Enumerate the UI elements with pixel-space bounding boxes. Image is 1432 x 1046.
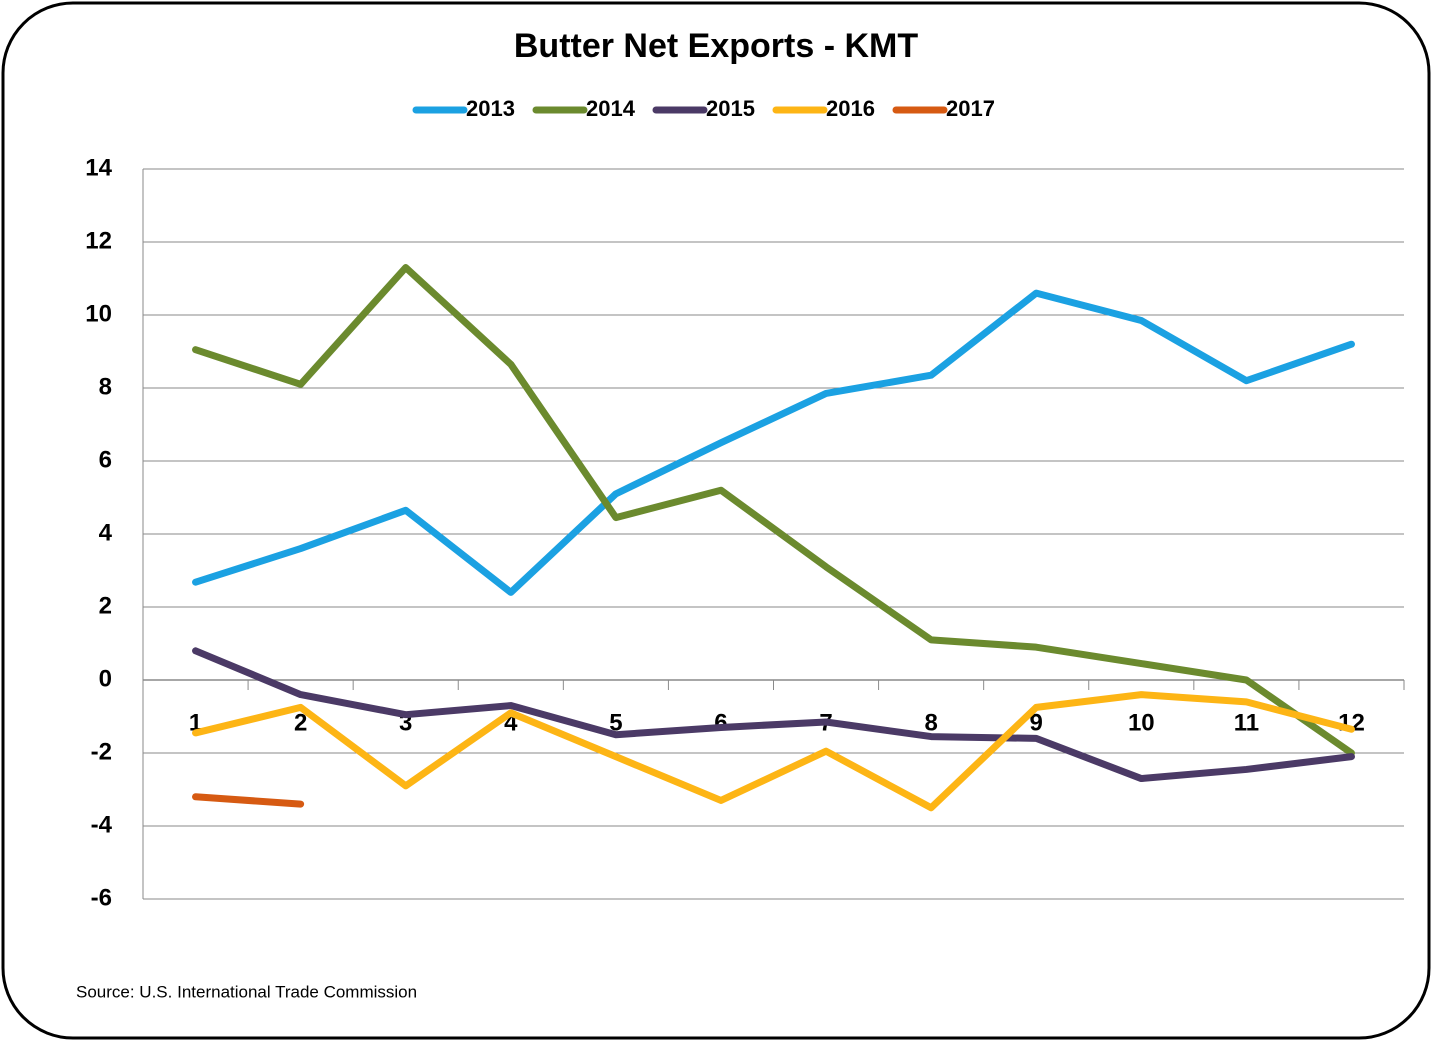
legend-label: 2014 [586,96,636,121]
y-tick-label: 4 [99,519,113,546]
y-tick-label: -4 [91,811,113,838]
x-tick-label: 5 [609,709,622,736]
line-series [192,264,1355,757]
x-tick-label: 11 [1234,709,1259,736]
y-tick-label: 10 [85,300,112,327]
y-tick-label: 0 [99,665,112,692]
legend-label: 2016 [826,96,875,121]
line-series [192,647,1355,783]
legend-label: 2015 [706,96,755,121]
y-tick-label: -2 [91,738,112,765]
x-tick-label: 10 [1128,709,1155,736]
y-tick-label: 14 [85,154,112,181]
x-tick-label: 6 [714,709,727,736]
source-note: Source: U.S. International Trade Commiss… [76,982,417,1001]
line-series [192,691,1355,812]
y-tick-label: 8 [99,373,112,400]
x-tick-label: 2 [294,709,307,736]
y-tick-label: 6 [99,446,112,473]
line-series [192,289,1355,596]
x-tick-label: 8 [924,709,937,736]
legend-label: 2017 [946,96,995,121]
line-series [192,793,305,808]
chart-title: Butter Net Exports - KMT [514,27,918,65]
y-tick-label: 12 [85,227,112,254]
y-tick-label: -6 [91,884,112,911]
x-tick-label: 9 [1030,709,1043,736]
y-tick-label: 2 [99,592,112,619]
legend-label: 2013 [466,96,515,121]
